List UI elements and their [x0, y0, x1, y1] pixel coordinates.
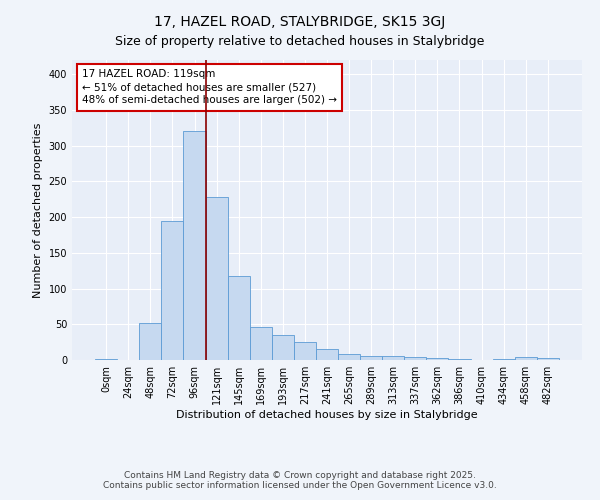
Bar: [161, 220, 184, 360]
Bar: [537, 358, 559, 360]
Bar: [360, 356, 382, 360]
Bar: [139, 323, 161, 360]
Bar: [294, 342, 316, 360]
Text: 17 HAZEL ROAD: 119sqm
← 51% of detached houses are smaller (527)
48% of semi-det: 17 HAZEL ROAD: 119sqm ← 51% of detached …: [82, 69, 337, 106]
Bar: [227, 276, 250, 360]
Text: Contains HM Land Registry data © Crown copyright and database right 2025.
Contai: Contains HM Land Registry data © Crown c…: [103, 470, 497, 490]
X-axis label: Distribution of detached houses by size in Stalybridge: Distribution of detached houses by size …: [176, 410, 478, 420]
Text: Size of property relative to detached houses in Stalybridge: Size of property relative to detached ho…: [115, 35, 485, 48]
Bar: [338, 354, 360, 360]
Bar: [95, 358, 117, 360]
Bar: [206, 197, 227, 360]
Bar: [427, 358, 448, 360]
Bar: [515, 357, 537, 360]
Text: 17, HAZEL ROAD, STALYBRIDGE, SK15 3GJ: 17, HAZEL ROAD, STALYBRIDGE, SK15 3GJ: [154, 15, 446, 29]
Bar: [404, 357, 427, 360]
Bar: [250, 327, 272, 360]
Bar: [382, 356, 404, 360]
Bar: [316, 348, 338, 360]
Bar: [184, 132, 206, 360]
Bar: [272, 335, 294, 360]
Y-axis label: Number of detached properties: Number of detached properties: [33, 122, 43, 298]
